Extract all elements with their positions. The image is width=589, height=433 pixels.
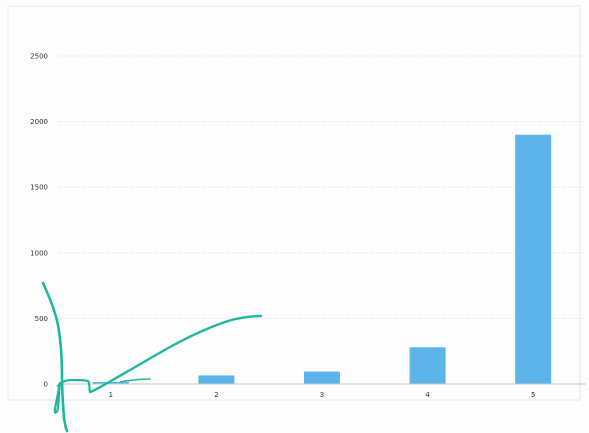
x-tick-label-5: 5 xyxy=(531,391,535,399)
x-tick-label-3: 3 xyxy=(320,391,324,399)
pen-stroke-flat xyxy=(119,378,151,383)
bar-5 xyxy=(515,134,552,384)
gridlines xyxy=(58,55,586,319)
x-tick-label-1: 1 xyxy=(109,391,113,399)
chart-border xyxy=(7,5,581,401)
pen-stroke-curve xyxy=(88,314,263,394)
y-tick-label: 2000 xyxy=(30,118,48,126)
x-axis-ticks: 1 2 3 4 5 xyxy=(109,391,536,399)
y-tick-label: 1500 xyxy=(30,184,48,192)
bars xyxy=(92,134,552,384)
pen-stroke-vertical xyxy=(41,281,69,433)
bar-2 xyxy=(198,375,235,384)
handwritten-annotation xyxy=(41,281,263,433)
y-tick-label: 0 xyxy=(44,381,48,389)
bar-1 xyxy=(92,382,129,384)
x-tick-label-4: 4 xyxy=(425,391,430,399)
y-tick-label: 2500 xyxy=(30,53,48,61)
y-tick-label: 1000 xyxy=(30,249,48,257)
y-tick-label: 500 xyxy=(35,315,48,323)
pen-stroke-dip xyxy=(53,378,92,414)
y-axis-ticks: 0 500 1000 1500 2000 2500 xyxy=(30,53,48,389)
bar-3 xyxy=(304,371,340,384)
bar-4 xyxy=(409,347,446,384)
x-tick-label-2: 2 xyxy=(214,391,218,399)
